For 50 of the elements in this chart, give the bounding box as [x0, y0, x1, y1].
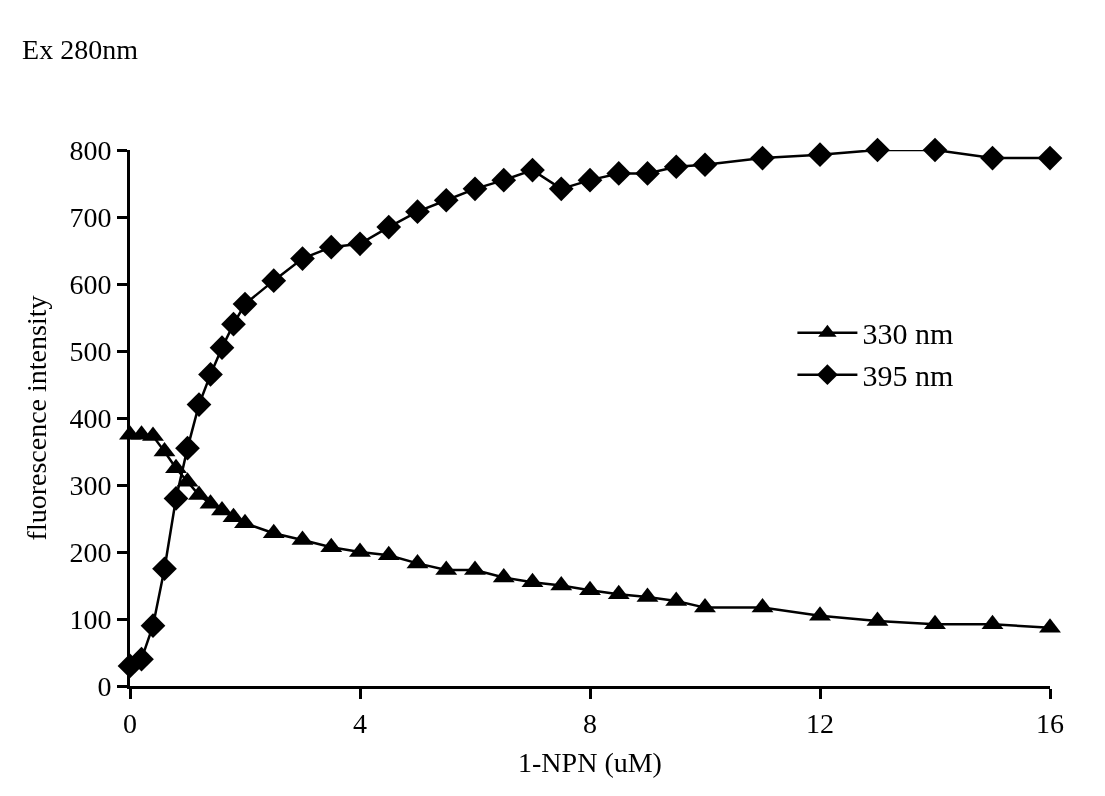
point — [290, 246, 315, 271]
y-tick-label: 800 — [69, 134, 112, 166]
y-tick-label: 200 — [69, 536, 112, 568]
point — [163, 486, 189, 511]
point — [635, 161, 660, 186]
point — [865, 137, 890, 163]
point — [211, 500, 233, 516]
point — [692, 152, 718, 178]
y-tick-label: 400 — [69, 402, 112, 434]
point — [376, 214, 402, 240]
point — [663, 154, 689, 180]
y-tick-label: 300 — [69, 469, 112, 501]
y-tick-label: 100 — [69, 603, 112, 635]
x-tick-label: 0 — [123, 707, 137, 739]
point — [1037, 145, 1063, 171]
chart-title: Ex 280nm — [22, 34, 139, 66]
point — [347, 231, 373, 257]
point — [491, 167, 517, 193]
point — [318, 234, 344, 260]
legend-label: 395 nm — [862, 359, 954, 393]
point — [186, 392, 212, 417]
point — [606, 161, 632, 186]
point — [433, 187, 459, 213]
point — [175, 435, 200, 461]
point — [922, 137, 948, 163]
point — [462, 176, 488, 202]
y-tick-label: 0 — [97, 670, 112, 702]
point — [548, 176, 574, 202]
point — [980, 145, 1005, 171]
y-tick-label: 600 — [69, 268, 112, 300]
point — [209, 335, 235, 360]
point — [198, 362, 223, 387]
y-tick-label: 500 — [69, 335, 112, 367]
x-tick-label: 8 — [583, 707, 597, 739]
x-tick-label: 4 — [353, 707, 367, 739]
point — [750, 145, 775, 171]
y-axis-title: fluorescence intensity — [21, 295, 53, 541]
x-axis-title: 1-NPN (uM) — [518, 746, 662, 778]
y-tick-label: 700 — [69, 201, 112, 233]
point — [261, 268, 287, 293]
point — [520, 157, 545, 183]
point — [577, 167, 603, 193]
point — [807, 142, 833, 168]
legend-label: 330 nm — [862, 317, 954, 351]
point — [232, 291, 258, 317]
point — [221, 311, 246, 337]
x-tick-label: 16 — [1036, 707, 1064, 739]
point — [405, 199, 430, 224]
x-tick-label: 12 — [806, 707, 834, 739]
point — [924, 614, 946, 630]
